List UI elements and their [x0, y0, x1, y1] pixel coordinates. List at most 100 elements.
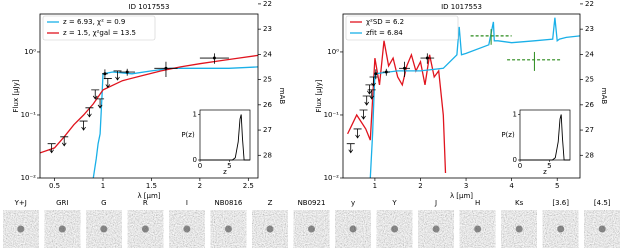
inset-y-label: P(z): [501, 131, 515, 139]
model-line: [369, 17, 580, 178]
x-tick-label: 2.5: [243, 182, 254, 190]
legend-label: χ²SD = 6.2: [366, 18, 404, 26]
data-point: [164, 66, 168, 70]
y2-tick-label: 23: [585, 25, 594, 33]
x-tick-label: 3: [464, 182, 468, 190]
cutout-source: [183, 225, 191, 233]
cutout-source: [224, 225, 232, 233]
pz-line: [200, 114, 250, 161]
cutout-label: R: [143, 199, 148, 207]
y2-tick-label: 27: [585, 126, 594, 134]
model-line: [92, 66, 258, 178]
y2-tick-label: 22: [263, 0, 272, 8]
inset-x-tick-label: 0: [518, 162, 522, 170]
cutout-source: [598, 225, 606, 233]
plot-area: [40, 53, 258, 178]
cutout-label: Ks: [515, 199, 524, 207]
upper-limit: [367, 89, 376, 100]
pz-line: [520, 114, 570, 161]
cutout-label: Y+J: [14, 199, 27, 207]
cutout-source: [515, 225, 523, 233]
data-point: [212, 56, 216, 60]
cutout-label: GRI: [56, 199, 68, 207]
y2-tick-label: 24: [263, 50, 272, 58]
x-tick-label: 1: [101, 182, 105, 190]
model-line: [40, 54, 258, 154]
legend-label: z = 1.5, χ²gal = 13.5: [63, 29, 136, 37]
upper-limit: [96, 98, 105, 109]
y2-axis-label: mAB: [278, 88, 286, 105]
cutout-label: NB0921: [298, 199, 326, 207]
x-tick-label: 0.5: [49, 182, 60, 190]
y2-tick-label: 25: [263, 76, 272, 84]
y-tick-label: 10⁻²: [324, 174, 340, 182]
cutout-source: [557, 225, 565, 233]
y2-tick-label: 25: [585, 76, 594, 84]
panel-title: ID 1017553: [441, 3, 482, 11]
upper-limit: [369, 76, 378, 87]
upper-limit: [365, 84, 374, 95]
x-tick-label: 2: [418, 182, 422, 190]
upper-limit: [91, 89, 100, 100]
cutout-source: [474, 225, 482, 233]
cutout-source: [266, 225, 274, 233]
cutout-source: [308, 225, 315, 233]
frame: [342, 13, 581, 179]
cutout-label: I: [186, 199, 188, 207]
upper-limit: [103, 78, 112, 89]
frame: [39, 13, 259, 179]
y2-tick-label: 28: [263, 151, 272, 159]
y-axis-label: Flux [μJy]: [315, 79, 323, 112]
inset-x-label: z: [223, 168, 227, 176]
legend-box: [42, 15, 156, 41]
panel-title: ID 1017553: [129, 3, 170, 11]
cutout-label: y: [351, 199, 355, 207]
cutout-label: J: [434, 199, 437, 207]
upper-limit: [346, 143, 355, 154]
cutout-source: [100, 225, 108, 233]
data-point: [125, 70, 129, 74]
y-axis-label: Flux [μJy]: [12, 79, 20, 112]
upper-limit: [359, 109, 368, 120]
inset-y-tick-label: 1: [513, 111, 517, 119]
legend-label: z = 6.93, χ² = 0.9: [63, 18, 125, 26]
upper-limit: [47, 143, 56, 154]
y2-tick-label: 27: [263, 126, 272, 134]
cutout-source: [391, 225, 399, 233]
data-point: [425, 56, 429, 60]
y2-axis-label: mAB: [600, 88, 608, 105]
plot-area: [346, 17, 580, 178]
upper-limit: [362, 95, 371, 106]
y2-tick-label: 26: [585, 101, 594, 109]
cutout-label: [4.5]: [594, 199, 611, 207]
y-tick-label: 10⁻¹: [21, 111, 37, 119]
inset-y-tick-label: 1: [193, 111, 197, 119]
cutout-label: NB0816: [215, 199, 243, 207]
y2-tick-label: 28: [585, 151, 594, 159]
inset-x-tick-label: 5: [227, 162, 231, 170]
y2-tick-label: 24: [585, 50, 594, 58]
model-line: [347, 40, 447, 174]
cutout-source: [349, 225, 357, 233]
cutout-label: H: [475, 199, 480, 207]
inset-y-label: P(z): [181, 131, 195, 139]
x-axis-label: λ [μm]: [137, 192, 160, 200]
upper-limit: [113, 70, 122, 81]
cutout-label: Y: [391, 199, 397, 207]
x-tick-label: 1.5: [146, 182, 157, 190]
cutout-label: [3.6]: [552, 199, 569, 207]
data-point: [384, 70, 388, 74]
cutout-label: G: [101, 199, 106, 207]
y-tick-label: 10⁰: [327, 48, 339, 56]
cutout-source: [58, 225, 66, 233]
cutout-source: [432, 225, 440, 233]
inset-y-tick-label: 0: [513, 156, 517, 164]
inset-x-label: z: [543, 168, 547, 176]
upper-limit: [60, 136, 69, 147]
inset-x-tick-label: 5: [547, 162, 551, 170]
cutout-source: [17, 225, 25, 233]
legend-box: [345, 15, 459, 41]
upper-limit: [353, 128, 362, 139]
inset-x-tick-label: 0: [198, 162, 202, 170]
